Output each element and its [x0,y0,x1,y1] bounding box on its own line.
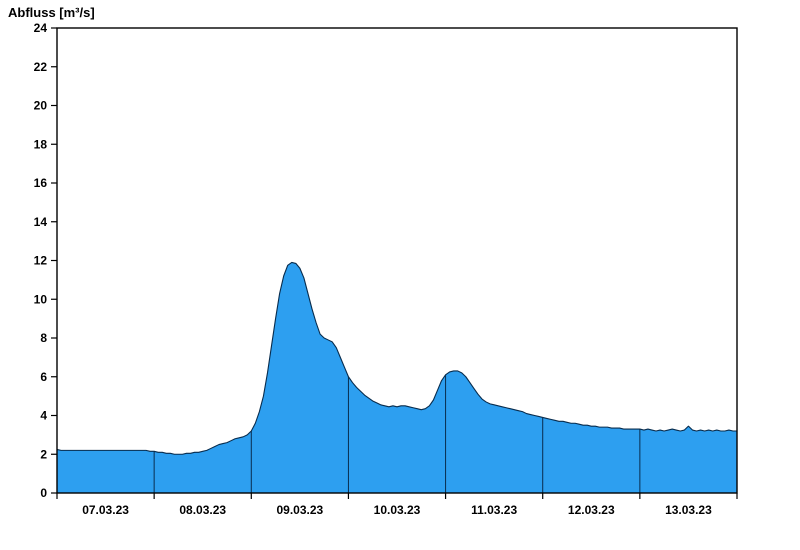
x-tick-label: 12.03.23 [568,503,615,517]
area-outline-group [56,261,737,455]
y-tick-label: 10 [34,292,48,306]
y-tick-label: 14 [34,215,48,229]
x-tick-label: 11.03.23 [471,503,517,517]
y-tick-label: 18 [34,137,48,151]
y-tick-label: 4 [40,409,47,423]
x-axis: 07.03.23 08.03.23 09.03.23 10.03.23 11.03.23… [56,493,738,517]
area-fill-group [57,262,737,493]
chart-title: Abfluss [m³/s] [8,5,95,20]
x-tick-label: 08.03.23 [179,503,226,517]
y-tick-label: 0 [40,486,47,500]
x-tick-label: 07.03.23 [82,503,129,517]
x-tick-label: 13.03.23 [665,503,712,517]
discharge-area-fill [57,262,737,493]
y-tick-label: 24 [34,21,48,35]
y-tick-label: 16 [34,176,48,190]
y-tick-label: 8 [40,331,47,345]
x-tick-label: 10.03.23 [374,503,421,517]
y-tick-label: 6 [40,370,47,384]
day-separator-lines [153,374,641,493]
y-tick-label: 12 [34,254,48,268]
y-tick-label: 2 [40,447,47,461]
y-tick-label: 20 [34,99,48,113]
y-tick-label: 22 [34,60,48,74]
x-tick-label: 09.03.23 [277,503,324,517]
discharge-line [56,261,737,455]
